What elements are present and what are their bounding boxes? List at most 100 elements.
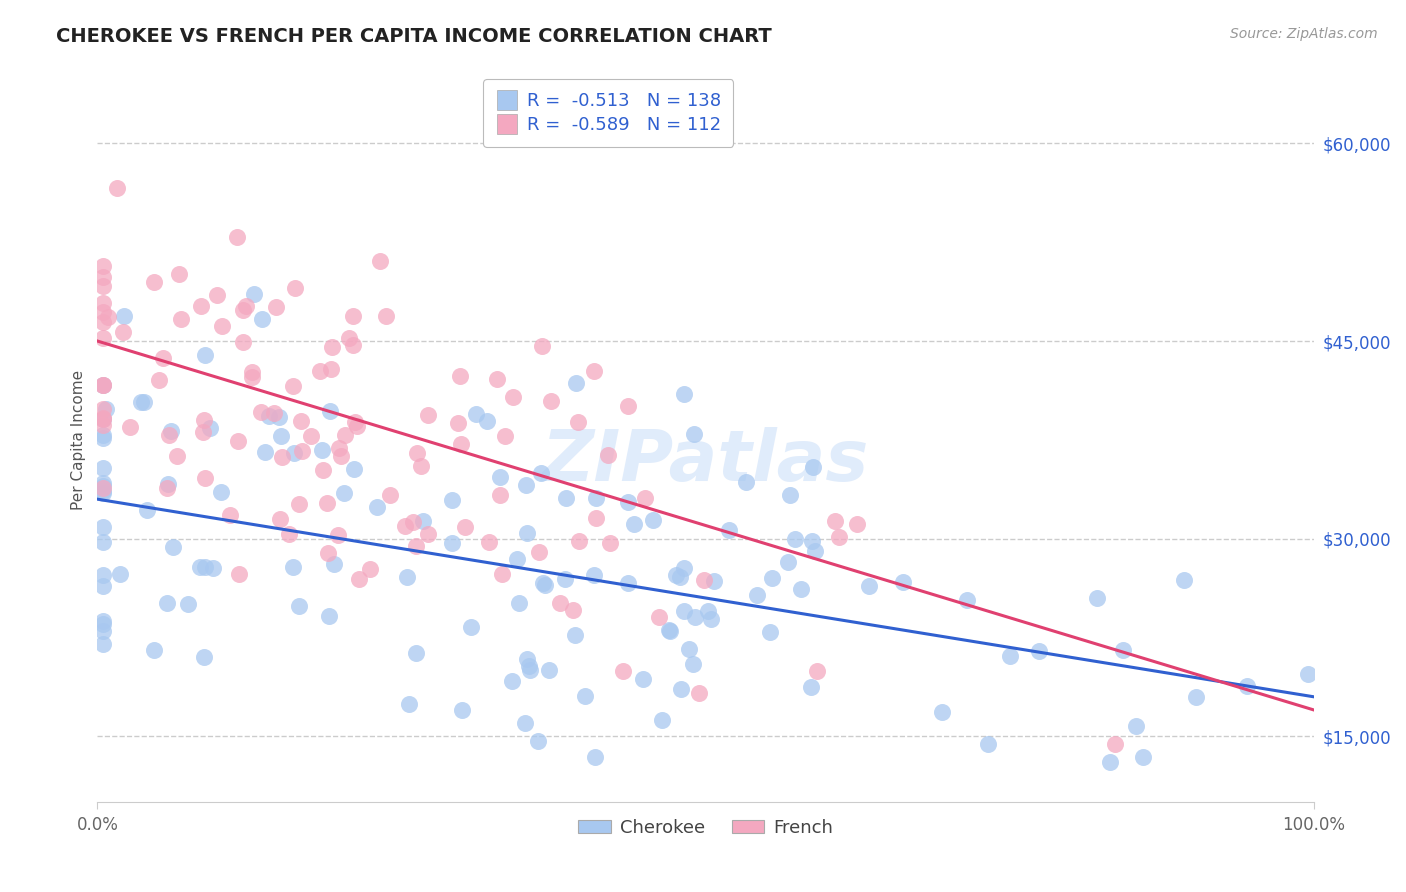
Point bbox=[201, 560, 224, 574]
Point bbox=[596, 448, 619, 462]
Point bbox=[343, 415, 366, 429]
Point bbox=[299, 429, 322, 443]
Point bbox=[806, 664, 828, 678]
Point bbox=[228, 567, 250, 582]
Point bbox=[824, 514, 846, 528]
Point bbox=[226, 229, 249, 244]
Point bbox=[460, 619, 482, 633]
Point bbox=[209, 485, 232, 500]
Point bbox=[745, 588, 768, 602]
Point bbox=[1185, 690, 1208, 704]
Point bbox=[93, 624, 115, 638]
Point bbox=[143, 642, 166, 657]
Point bbox=[329, 449, 352, 463]
Point bbox=[232, 335, 254, 350]
Point bbox=[1173, 573, 1195, 587]
Point bbox=[623, 516, 645, 531]
Point bbox=[699, 612, 721, 626]
Point bbox=[519, 659, 541, 673]
Point bbox=[93, 330, 115, 344]
Point bbox=[583, 749, 606, 764]
Point bbox=[956, 593, 979, 607]
Point bbox=[1104, 737, 1126, 751]
Point bbox=[270, 450, 292, 464]
Point bbox=[515, 716, 537, 731]
Point bbox=[368, 254, 391, 268]
Point bbox=[342, 337, 364, 351]
Point bbox=[616, 495, 638, 509]
Point bbox=[1085, 591, 1108, 605]
Point bbox=[672, 561, 695, 575]
Point bbox=[688, 686, 710, 700]
Point bbox=[240, 370, 263, 384]
Point bbox=[93, 579, 115, 593]
Point bbox=[1132, 749, 1154, 764]
Point bbox=[1296, 808, 1319, 822]
Point bbox=[359, 562, 381, 576]
Point bbox=[406, 446, 429, 460]
Point bbox=[669, 570, 692, 584]
Point bbox=[931, 706, 953, 720]
Point bbox=[111, 325, 134, 339]
Point bbox=[1099, 755, 1122, 769]
Point bbox=[574, 689, 596, 703]
Point bbox=[418, 408, 440, 422]
Point bbox=[761, 571, 783, 585]
Point bbox=[489, 470, 512, 484]
Point bbox=[402, 515, 425, 529]
Point bbox=[405, 646, 427, 660]
Point bbox=[440, 493, 463, 508]
Point bbox=[501, 673, 523, 688]
Point bbox=[93, 485, 115, 500]
Point bbox=[281, 560, 304, 574]
Point bbox=[142, 275, 165, 289]
Point bbox=[346, 419, 368, 434]
Point bbox=[648, 610, 671, 624]
Point bbox=[585, 491, 607, 505]
Point bbox=[776, 556, 799, 570]
Point bbox=[250, 405, 273, 419]
Point bbox=[316, 495, 339, 509]
Point bbox=[323, 557, 346, 571]
Point bbox=[93, 432, 115, 446]
Point bbox=[288, 498, 311, 512]
Point bbox=[683, 609, 706, 624]
Point bbox=[326, 528, 349, 542]
Point bbox=[998, 648, 1021, 663]
Point bbox=[494, 429, 516, 443]
Point bbox=[398, 698, 420, 712]
Point bbox=[93, 484, 115, 499]
Point bbox=[93, 616, 115, 631]
Point bbox=[333, 486, 356, 500]
Point bbox=[159, 427, 181, 442]
Point bbox=[211, 318, 233, 333]
Point bbox=[93, 479, 115, 493]
Point bbox=[447, 416, 470, 430]
Point bbox=[789, 582, 811, 596]
Point bbox=[658, 623, 681, 637]
Legend: Cherokee, French: Cherokee, French bbox=[571, 812, 841, 844]
Point bbox=[703, 574, 725, 589]
Point bbox=[530, 466, 553, 480]
Point bbox=[193, 413, 215, 427]
Point bbox=[516, 652, 538, 666]
Point bbox=[242, 365, 264, 379]
Point bbox=[612, 664, 634, 678]
Point bbox=[1161, 808, 1184, 822]
Point bbox=[219, 508, 242, 523]
Point bbox=[696, 604, 718, 618]
Point bbox=[194, 560, 217, 574]
Point bbox=[631, 672, 654, 686]
Point bbox=[194, 348, 217, 362]
Point bbox=[312, 463, 335, 477]
Point bbox=[167, 268, 190, 282]
Point bbox=[727, 808, 749, 822]
Point bbox=[489, 488, 512, 502]
Point bbox=[527, 734, 550, 748]
Y-axis label: Per Capita Income: Per Capita Income bbox=[72, 370, 86, 510]
Point bbox=[93, 637, 115, 651]
Point bbox=[226, 434, 249, 448]
Point bbox=[94, 401, 117, 416]
Point bbox=[93, 314, 115, 328]
Point bbox=[693, 574, 716, 588]
